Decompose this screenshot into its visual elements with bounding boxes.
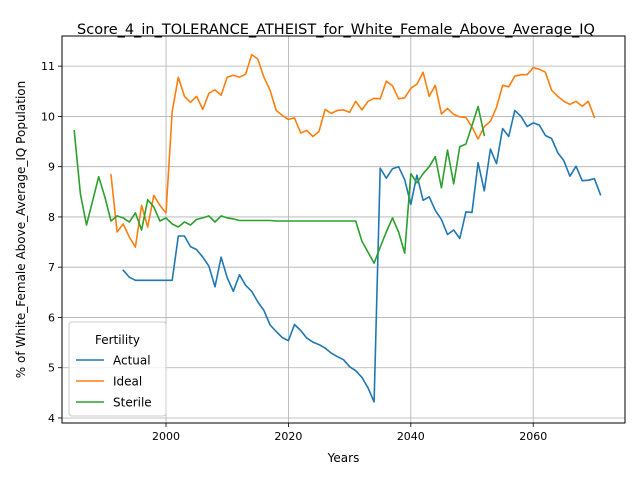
legend-label-actual: Actual [113, 354, 151, 368]
legend-title: Fertility [95, 333, 140, 347]
legend-label-ideal: Ideal [113, 375, 142, 389]
series-line-sterile [73, 105, 486, 265]
y-tick-label: 8 [48, 211, 55, 224]
axis-ticks: 2000 2020 2040 2060 4 5 6 7 8 9 10 11 [41, 60, 547, 443]
y-tick-label: 10 [41, 110, 55, 123]
x-tick-label: 2000 [152, 430, 180, 443]
series-lines [73, 53, 602, 403]
y-tick-label: 6 [48, 311, 55, 324]
legend-label-sterile: Sterile [113, 396, 152, 410]
y-axis-label: % of White_Female Above_Average_IQ Popul… [14, 81, 28, 378]
y-tick-label: 7 [48, 261, 55, 274]
legend-entries: Actual Ideal Sterile [76, 354, 152, 410]
plot-frame [61, 35, 626, 424]
y-tick-label: 4 [48, 412, 55, 425]
x-tick-label: 2040 [397, 430, 425, 443]
y-tick-label: 11 [41, 60, 55, 73]
y-tick-label: 9 [48, 161, 55, 174]
chart-title: Score_4_in_TOLERANCE_ATHEIST_for_White_F… [77, 22, 595, 38]
series-line-actual [122, 109, 602, 403]
legend-box [68, 321, 167, 417]
series-line-ideal [110, 53, 596, 248]
grid [62, 36, 625, 423]
x-tick-label: 2020 [274, 430, 302, 443]
x-axis-label: Years [327, 451, 360, 465]
x-tick-label: 2060 [519, 430, 547, 443]
legend: Fertility Actual Ideal Sterile [68, 321, 167, 417]
y-tick-label: 5 [48, 362, 55, 375]
